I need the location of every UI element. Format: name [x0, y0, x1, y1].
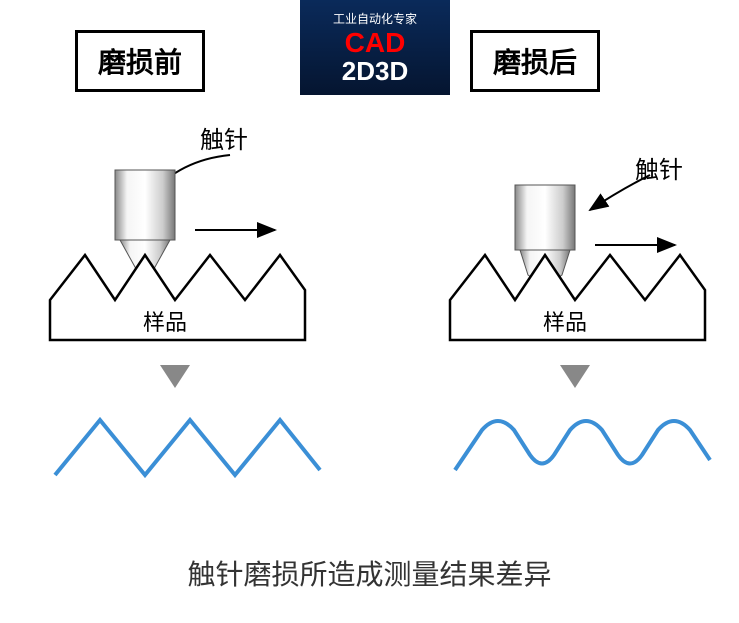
left-diagram: 样品: [30, 140, 340, 520]
caption: 触针磨损所造成测量结果差异: [0, 553, 739, 593]
logo: 工业自动化专家 CAD 2D3D: [300, 0, 450, 95]
left-title-box: 磨损前: [75, 30, 205, 92]
left-title: 磨损前: [98, 47, 182, 78]
left-sample: 样品: [50, 255, 305, 340]
right-down-triangle-icon: [560, 365, 590, 388]
right-wave-rounded: [455, 421, 710, 470]
right-title: 磨损后: [493, 47, 577, 78]
right-probe-arrow: [590, 175, 650, 210]
right-sample: 样品: [450, 255, 705, 340]
logo-2d3d: 2D3D: [342, 57, 408, 86]
right-sample-text: 样品: [543, 310, 587, 335]
left-sample-text: 样品: [143, 310, 187, 335]
right-title-box: 磨损后: [470, 30, 600, 92]
left-down-triangle-icon: [160, 365, 190, 388]
logo-cad: CAD: [345, 29, 406, 57]
right-diagram: 样品: [420, 140, 730, 520]
left-wave-sharp: [55, 420, 320, 475]
logo-tagline: 工业自动化专家: [333, 10, 417, 27]
